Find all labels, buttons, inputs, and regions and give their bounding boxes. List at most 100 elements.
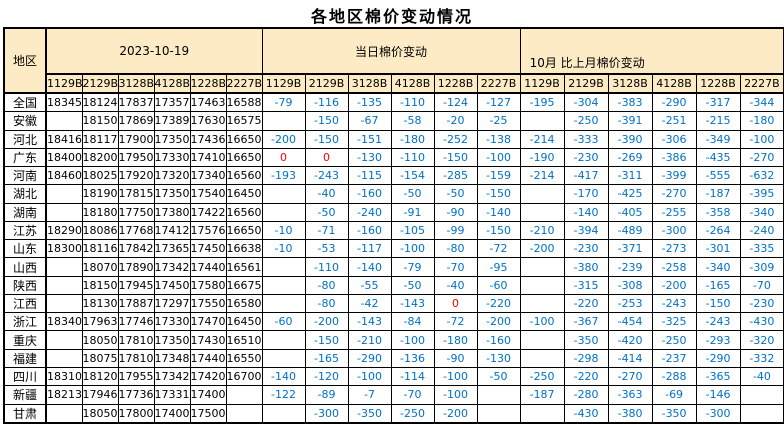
daily-change-cell: -130 [347, 147, 392, 168]
group-header-row: 地区 2023-10-19 当日棉价变动 10月 比上月棉价变动 [3, 27, 784, 94]
monthly-change-cell: -317 [695, 92, 741, 113]
price-cell: 17350 [153, 129, 191, 149]
price-cell: 17540 [189, 184, 227, 204]
grade-header: 1228B [189, 73, 227, 94]
table-row: 山东 18300 18116 17842 17365 17450 16638 -10 -53 -1… [3, 239, 784, 259]
daily-change-cell: -220 [476, 293, 521, 314]
table-body: 全国 18345 18124 17837 17357 17463 16588 -79 -116-… [3, 92, 784, 424]
daily-change-cell: -150 [476, 220, 521, 241]
monthly-change-cell: -230 [563, 147, 609, 168]
region-cell: 重庆 [3, 330, 47, 350]
price-cell: 17837 [117, 92, 155, 113]
region-cell: 福建 [3, 348, 47, 369]
monthly-change-cell: -425 [607, 184, 653, 204]
monthly-change-cell: -320 [739, 330, 784, 350]
cotton-price-table: 地区 2023-10-19 当日棉价变动 10月 比上月棉价变动 1129B 21… [3, 27, 784, 424]
monthly-change-cell: -435 [695, 147, 741, 168]
price-cell [45, 330, 83, 350]
price-cell: 17736 [117, 385, 155, 405]
monthly-change-cell: -371 [607, 239, 653, 259]
daily-change-cell: -117 [347, 239, 392, 259]
monthly-change-cell: -253 [607, 293, 653, 314]
monthly-change-cell: -269 [607, 147, 653, 168]
price-cell: 17810 [117, 330, 155, 350]
region-cell: 湖北 [3, 184, 47, 204]
grade-header: 3128B [607, 73, 653, 94]
price-cell: 17945 [117, 275, 155, 295]
daily-change-cell [261, 293, 306, 314]
daily-change-cell: -58 [390, 111, 435, 131]
price-cell [45, 202, 83, 222]
daily-change-cell: -50 [390, 275, 435, 295]
grade-header: 2227B [476, 73, 521, 94]
monthly-change-cell: -237 [651, 348, 697, 369]
grade-header: 2129B [81, 73, 119, 94]
monthly-change-cell: -200 [651, 275, 697, 295]
monthly-change-cell: -195 [519, 92, 565, 113]
price-cell: 17348 [153, 348, 191, 369]
daily-change-cell: -90 [433, 202, 478, 222]
monthly-change-cell: -405 [607, 202, 653, 222]
monthly-change-cell: -190 [519, 147, 565, 168]
daily-change-cell: -240 [347, 202, 392, 222]
monthly-change-cell: -230 [563, 239, 609, 259]
daily-change-cell: -72 [433, 312, 478, 332]
price-cell: 18200 [81, 147, 119, 168]
daily-change-cell: -135 [347, 92, 392, 113]
monthly-change-cell: -301 [695, 239, 741, 259]
daily-change-cell: -50 [304, 202, 349, 222]
monthly-change-cell [519, 293, 565, 314]
monthly-change-cell: -395 [739, 184, 784, 204]
daily-change-cell: -53 [304, 239, 349, 259]
daily-change-cell: -159 [476, 166, 521, 186]
price-cell: 17800 [117, 403, 155, 424]
grade-header: 1228B [433, 73, 478, 94]
price-cell: 16588 [225, 92, 263, 113]
grade-header: 2227B [739, 73, 784, 94]
daily-change-cell: -100 [390, 239, 435, 259]
price-cell: 18213 [45, 385, 83, 405]
table-row: 浙江 18340 17963 17746 17330 17470 16450 -60 -200-… [3, 312, 784, 332]
daily-change-cell: -300 [304, 403, 349, 424]
monthly-change-cell: -365 [695, 366, 741, 387]
price-cell: 18400 [45, 147, 83, 168]
monthly-change-cell: -255 [651, 202, 697, 222]
price-cell: 18310 [45, 366, 83, 387]
monthly-change-cell [519, 111, 565, 131]
monthly-change-cell [519, 330, 565, 350]
monthly-change-cell: -333 [563, 129, 609, 149]
table-row: 安徽 18150 17869 17389 17630 16575 -150 -67 -58 -20… [3, 111, 784, 131]
region-cell: 湖南 [3, 202, 47, 222]
region-column-header: 地区 [3, 27, 47, 94]
monthly-change-cell: -250 [519, 366, 565, 387]
price-cell: 17955 [117, 366, 155, 387]
table-row: 重庆 18050 17810 17350 17430 16510 -150 -210 -100-… [3, 330, 784, 350]
daily-change-cell: -180 [390, 129, 435, 149]
monthly-change-cell: -367 [563, 312, 609, 332]
table-row: 福建 18075 17810 17348 17440 16550 -165 -290 -136-… [3, 348, 784, 369]
daily-change-cell: -140 [347, 257, 392, 277]
price-cell: 17810 [117, 348, 155, 369]
monthly-change-cell [519, 348, 565, 369]
monthly-change-cell [519, 257, 565, 277]
price-cell: 18120 [81, 366, 119, 387]
price-cell: 17436 [189, 129, 227, 149]
price-cell: 17450 [153, 275, 191, 295]
monthly-change-cell: -210 [519, 220, 565, 241]
price-cell: 17365 [153, 239, 191, 259]
daily-change-cell: -151 [347, 129, 392, 149]
price-cell: 17920 [117, 166, 155, 186]
daily-change-cell: -116 [304, 92, 349, 113]
grade-header: 1129B [45, 73, 83, 94]
monthly-change-cell [519, 202, 565, 222]
monthly-change-cell: -69 [651, 385, 697, 405]
monthly-change-cell: -306 [651, 129, 697, 149]
monthly-change-cell: -308 [607, 275, 653, 295]
price-cell: 17412 [153, 220, 191, 241]
monthly-change-cell: -391 [607, 111, 653, 131]
price-cell: 17330 [153, 312, 191, 332]
monthly-change-cell: -146 [695, 385, 741, 405]
price-cell: 17746 [117, 312, 155, 332]
region-cell: 浙江 [3, 312, 47, 332]
daily-change-cell: -285 [433, 166, 478, 186]
